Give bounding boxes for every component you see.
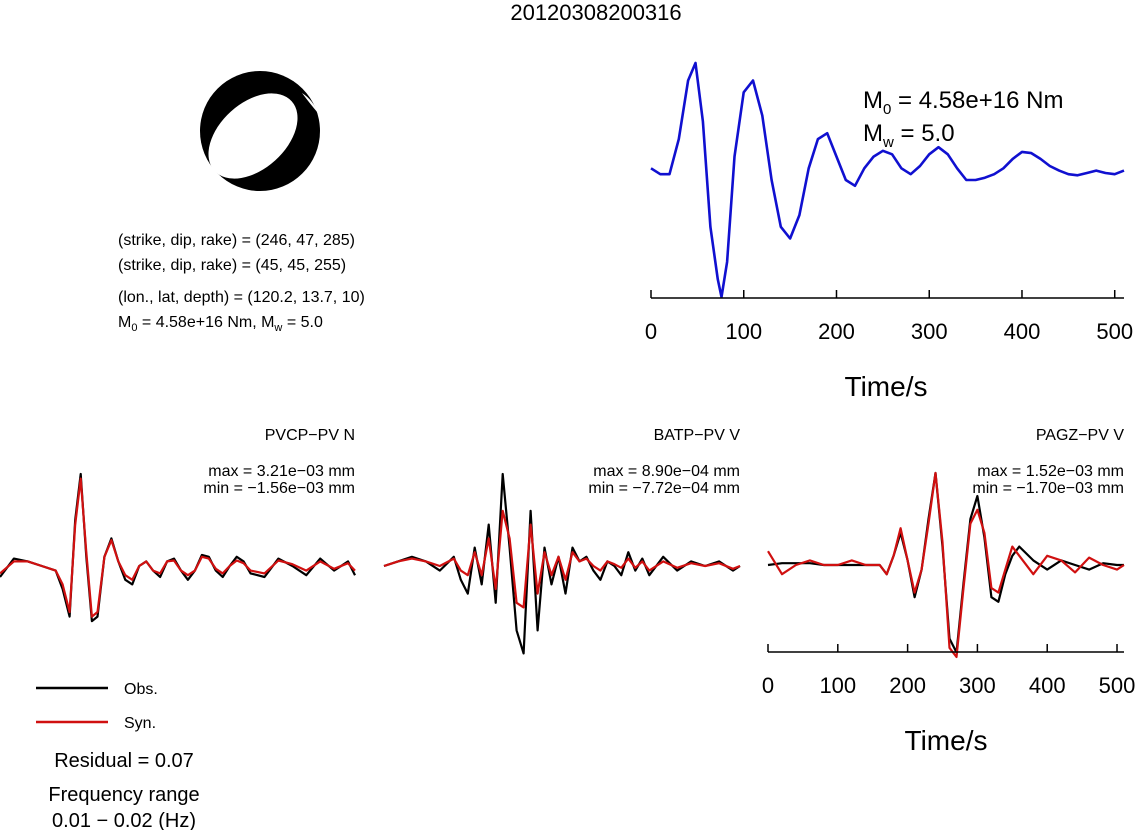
mechanism-line-1: (strike, dip, rake) = (246, 47, 285) (118, 232, 355, 249)
stf-moment-label: M0 = 4.58e+16 Nm (863, 87, 1063, 118)
waveform-panel-batp (383, 472, 741, 655)
pagz-syn-series-line (767, 471, 1125, 659)
waveform-panel-pagz (767, 471, 1125, 659)
station-label-batp: BATP−PV V (654, 427, 741, 444)
legend: Obs. Syn. (36, 681, 158, 732)
pagz-tick-label-3: 300 (959, 673, 996, 698)
pvcp-syn-series-line (0, 477, 356, 618)
stf-plot (650, 61, 1125, 299)
stf-tick-label-0: 0 (645, 319, 657, 344)
max-label-batp: max = 8.90e−04 mm (593, 463, 740, 480)
mechanism-line-2: (strike, dip, rake) = (45, 45, 255) (118, 257, 346, 274)
residual-label: Residual = 0.07 (54, 750, 194, 772)
figure-title: 20120308200316 (510, 0, 681, 25)
stf-tick-label-5: 500 (1096, 319, 1133, 344)
batp-syn-series-line (383, 509, 741, 609)
pagz-tick-label-4: 400 (1029, 673, 1066, 698)
mechanism-moment: M0 = 4.58e+16 Nm, Mw = 5.0 (118, 314, 323, 334)
frequency-range-value: 0.01 − 0.02 (Hz) (52, 810, 196, 830)
pagz-time-axis: 0 100 200 300 400 500 (762, 644, 1136, 698)
stf-tick-label-4: 400 (1004, 319, 1041, 344)
stf-magnitude-label: Mw = 5.0 (863, 120, 955, 151)
stf-time-axis: 0 100 200 300 400 500 (645, 290, 1133, 344)
min-label-pvcp: min = −1.56e−03 mm (203, 480, 355, 497)
stf-tick-label-3: 300 (911, 319, 948, 344)
stf-tick-label-1: 100 (725, 319, 762, 344)
legend-obs-label: Obs. (124, 681, 158, 698)
max-label-pagz: max = 1.52e−03 mm (977, 463, 1124, 480)
frequency-range-label: Frequency range (48, 784, 199, 806)
waveform-panel-pvcp (0, 472, 356, 623)
min-label-pagz: min = −1.70e−03 mm (972, 480, 1124, 497)
pagz-obs-series-line (767, 471, 1124, 654)
max-label-pvcp: max = 3.21e−03 mm (208, 463, 355, 480)
station-label-pagz: PAGZ−PV V (1036, 427, 1125, 444)
stf-x-axis-label: Time/s (845, 371, 928, 402)
beachball-icon (200, 71, 320, 191)
pagz-tick-label-1: 100 (819, 673, 856, 698)
pagz-tick-label-2: 200 (889, 673, 926, 698)
station-label-pvcp: PVCP−PV N (265, 427, 355, 444)
stf-tick-label-2: 200 (818, 319, 855, 344)
legend-syn-label: Syn. (124, 715, 156, 732)
pagz-x-axis-label: Time/s (905, 725, 988, 756)
pagz-tick-label-0: 0 (762, 673, 774, 698)
mechanism-line-3: (lon., lat, depth) = (120.2, 13.7, 10) (118, 289, 365, 306)
stf-series-line (650, 61, 1125, 299)
pagz-tick-label-5: 500 (1099, 673, 1136, 698)
min-label-batp: min = −7.72e−04 mm (588, 480, 740, 497)
